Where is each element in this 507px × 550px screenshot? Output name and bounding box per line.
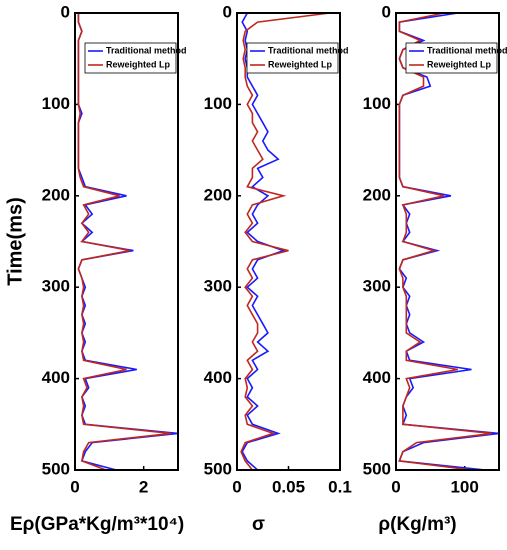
y-tick-label: 300 [42, 277, 70, 296]
series-line [398, 12, 493, 471]
y-tick-label: 400 [42, 368, 70, 387]
legend-box [84, 42, 177, 74]
y-tick-label: 100 [42, 94, 70, 113]
plot-frame [74, 12, 179, 471]
y-tick-label: 200 [204, 185, 232, 204]
x-tick-label: 100 [450, 477, 478, 496]
series-line [398, 12, 500, 471]
x-tick-label: 2 [139, 477, 148, 496]
y-tick-label: 0 [382, 2, 391, 21]
y-tick-label: 0 [61, 2, 70, 21]
y-tick-label: 500 [204, 459, 232, 478]
x-tick-label: 0.05 [272, 477, 305, 496]
series-line [77, 13, 179, 471]
x-tick-label: 0 [232, 477, 241, 496]
plot-frame [395, 12, 500, 471]
y-tick-label: 400 [363, 368, 391, 387]
series-line [240, 12, 330, 471]
y-axis-label: Time(ms) [4, 197, 26, 286]
y-tick-label: 400 [204, 368, 232, 387]
y-tick-label: 300 [363, 277, 391, 296]
y-tick-label: 300 [204, 277, 232, 296]
plot-frame [236, 12, 341, 471]
x-tick-label: 0 [391, 477, 400, 496]
y-tick-label: 500 [363, 459, 391, 478]
y-tick-label: 500 [42, 459, 70, 478]
y-tick-label: 100 [363, 94, 391, 113]
y-tick-label: 200 [363, 185, 391, 204]
legend-box [246, 42, 339, 74]
legend-label: Traditional method [106, 45, 187, 55]
x-tick-label: 0.1 [328, 477, 352, 496]
y-tick-label: 0 [223, 2, 232, 21]
x-tick-label: 0 [70, 477, 79, 496]
legend-label: Traditional method [268, 45, 349, 55]
y-tick-label: 200 [42, 185, 70, 204]
legend-label: Reweighted Lp [268, 59, 333, 69]
legend-label: Traditional method [427, 45, 507, 55]
x-axis-label: ρ(Kg/m³) [378, 514, 456, 535]
series-line [77, 13, 172, 471]
y-tick-label: 100 [204, 94, 232, 113]
legend-label: Reweighted Lp [427, 59, 492, 69]
x-axis-label: σ [252, 514, 265, 535]
x-axis-label: Eρ(GPa*Kg/m³*10⁴) [10, 514, 184, 535]
legend-box [405, 42, 498, 74]
series-line [241, 12, 286, 471]
legend-label: Reweighted Lp [106, 59, 171, 69]
